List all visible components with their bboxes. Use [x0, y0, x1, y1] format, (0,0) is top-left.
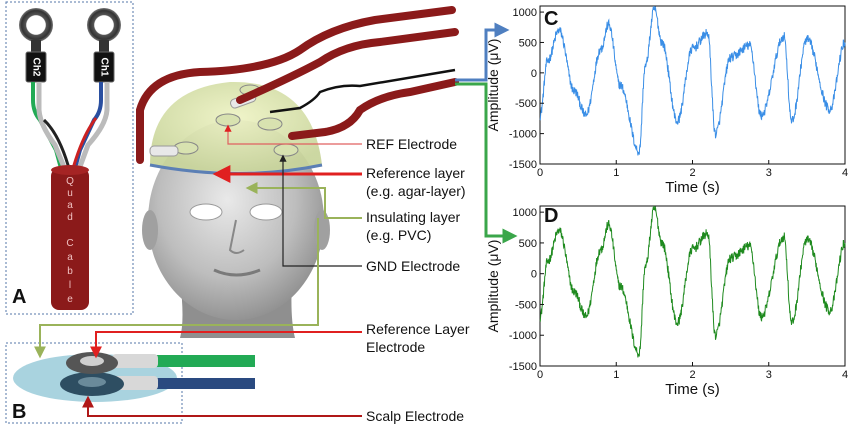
y-tick-label: 0 — [531, 269, 537, 281]
x-tick-label: 0 — [537, 167, 543, 179]
x-tick-label: 4 — [842, 369, 848, 381]
head-cables — [136, 6, 518, 244]
panel-d-letter: D — [544, 205, 558, 227]
cable-letter: u — [67, 188, 73, 199]
y-tick-label: 1000 — [513, 207, 537, 219]
series-line — [539, 5, 846, 156]
series-line — [539, 205, 846, 358]
head-illustration — [142, 81, 330, 338]
y-axis-label: Amplitude (μV) — [485, 39, 501, 132]
ch1-label: Ch1 — [98, 58, 109, 77]
cable-letter: b — [67, 266, 73, 277]
panel-a-frame — [5, 1, 134, 315]
panel-b-letter: B — [12, 401, 26, 423]
ref-electrode-label: REF Electrode — [366, 136, 457, 152]
y-tick-label: -500 — [515, 299, 537, 311]
x-tick-label: 1 — [613, 167, 619, 179]
plot-area — [539, 205, 846, 367]
x-tick-label: 4 — [842, 167, 848, 179]
annotation-arrows — [34, 124, 362, 417]
x-tick-label: 3 — [766, 369, 772, 381]
y-tick-label: 1000 — [513, 7, 537, 19]
signal-c-arrow — [455, 22, 510, 82]
y-tick-label: -1000 — [509, 330, 537, 342]
y-tick-label: 0 — [531, 68, 537, 80]
y-tick-label: -1500 — [509, 159, 537, 171]
labels: REF Electrode Reference layer (e.g. agar… — [366, 136, 470, 424]
cable-letter: e — [67, 294, 73, 305]
y-tick-label: -1000 — [509, 129, 537, 141]
ch2-label: Ch2 — [30, 58, 41, 77]
y-tick-label: -1500 — [509, 361, 537, 373]
scalp-electrode-label: Scalp Electrode — [366, 408, 464, 424]
chart-c: 0 1 2 3 4 1000 500 0 -500 -1000 -1500 Time (s) Ampli… — [485, 5, 848, 196]
signal-d-arrow — [455, 82, 518, 244]
x-tick-label: 2 — [689, 167, 695, 179]
quad-cable-body — [51, 168, 89, 310]
gnd-electrode-icon — [273, 143, 299, 157]
x-tick-label: 0 — [537, 369, 543, 381]
gnd-electrode-label: GND Electrode — [366, 258, 460, 274]
y-tick-label: 500 — [519, 37, 537, 49]
x-axis-label: Time (s) — [665, 381, 719, 398]
insulating-layer-label: Insulating layer — [366, 209, 461, 225]
ref-electrode-icon — [215, 113, 241, 127]
x-tick-label: 3 — [766, 167, 772, 179]
ch1-connector — [93, 51, 115, 83]
cable-letter: l — [69, 280, 71, 291]
cable-letter: a — [67, 200, 73, 211]
reference-layer-label: Reference layer — [366, 165, 465, 181]
panel-a-letter: A — [12, 286, 26, 308]
cable-letter: Q — [66, 176, 74, 187]
x-tick-label: 2 — [689, 369, 695, 381]
cable-letter: C — [66, 238, 73, 249]
y-tick-label: 500 — [519, 238, 537, 250]
cable-letter: d — [67, 212, 73, 223]
cap-dome — [150, 81, 322, 172]
ch2-connector — [25, 51, 47, 83]
insulating-layer-example: (e.g. PVC) — [366, 227, 431, 243]
reference-layer-example: (e.g. agar-layer) — [366, 183, 466, 199]
y-tick-label: -500 — [515, 98, 537, 110]
reference-layer-electrode-label: Reference Layer — [366, 321, 470, 337]
panel-b: B — [5, 342, 255, 424]
x-axis-label: Time (s) — [665, 179, 719, 196]
x-tick-label: 1 — [613, 369, 619, 381]
panel-c-letter: C — [544, 8, 558, 30]
cable-letter: a — [67, 252, 73, 263]
chart-d: 0 1 2 3 4 1000 500 0 -500 -1000 -1500 Time (s) Ampli… — [485, 205, 848, 398]
y-axis-label: Amplitude (μV) — [485, 240, 501, 333]
reference-layer-electrode-label-2: Electrode — [366, 339, 425, 355]
